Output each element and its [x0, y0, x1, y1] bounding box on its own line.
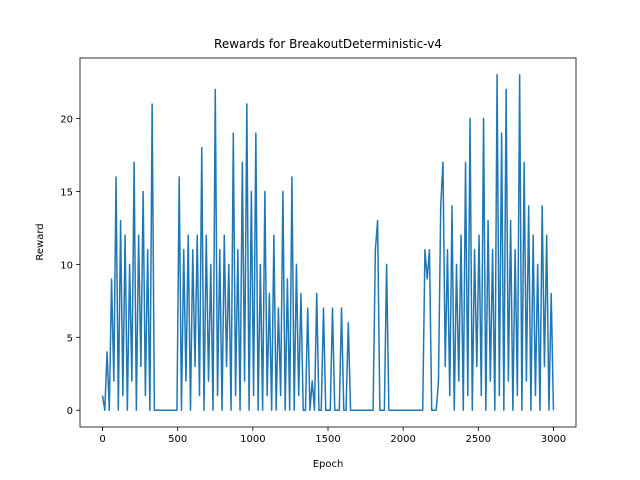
y-tick-label: 20 [60, 115, 73, 126]
plot-frame [79, 57, 577, 428]
x-axis-label: Epoch [313, 459, 344, 470]
data-line [101, 74, 555, 411]
x-tick-label: 1000 [240, 434, 265, 445]
x-tick-label: 500 [168, 434, 187, 445]
y-tick-label: 0 [67, 406, 73, 417]
x-tick-label: 3000 [541, 434, 566, 445]
y-axis-label: Reward [35, 223, 46, 260]
x-tick-label: 0 [99, 434, 105, 445]
x-tick-label: 2500 [466, 434, 491, 445]
y-tick-label: 15 [60, 187, 73, 198]
x-tick-label: 2000 [390, 434, 415, 445]
y-tick-label: 5 [67, 333, 73, 344]
chart-title: Rewards for BreakoutDeterministic-v4 [214, 37, 442, 51]
x-tick-label: 1500 [315, 434, 340, 445]
y-tick-label: 10 [60, 260, 73, 271]
